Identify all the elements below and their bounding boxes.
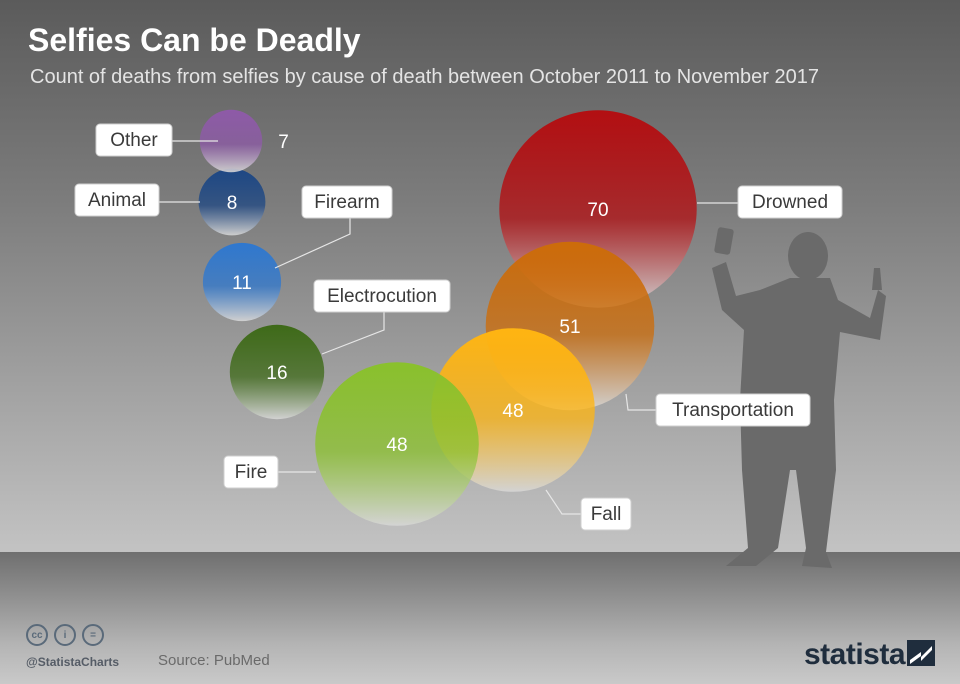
category-label-box-drowned	[737, 185, 843, 219]
social-handle: @StatistaCharts	[26, 655, 120, 669]
value-label-drowned: 70	[587, 200, 608, 221]
category-label-animal: Animal	[88, 190, 146, 211]
bubble-fire	[315, 362, 479, 526]
statista-logo-mark-icon	[907, 640, 935, 666]
value-label-firearm: 11	[232, 273, 252, 294]
statista-logo: statista	[804, 638, 906, 671]
category-label-box-fall	[580, 497, 632, 531]
leader-line-transportation	[625, 393, 656, 411]
bubble-firearm	[202, 242, 282, 322]
value-label-fire: 48	[386, 435, 407, 456]
value-label-electrocution: 16	[266, 363, 287, 384]
category-label-box-other	[95, 123, 173, 157]
value-label-animal: 8	[227, 193, 238, 214]
category-label-box-firearm	[301, 185, 393, 219]
bubble-electrocution	[229, 324, 325, 420]
category-label-drowned: Drowned	[752, 192, 828, 213]
category-label-fire: Fire	[235, 462, 268, 483]
leader-line-fall	[545, 489, 581, 515]
license-icons: cc i =	[26, 624, 104, 646]
source-note: Source: PubMed	[158, 652, 270, 669]
category-label-electrocution: Electrocution	[327, 286, 437, 307]
category-label-transportation: Transportation	[672, 400, 794, 421]
leader-line-firearm	[274, 218, 351, 269]
chart-subtitle: Count of deaths from selfies by cause of…	[30, 66, 819, 88]
bubble-other	[199, 109, 263, 173]
nd-icon: =	[82, 624, 104, 646]
value-label-fall: 48	[502, 401, 523, 422]
floor-background	[0, 552, 960, 684]
category-label-fall: Fall	[591, 504, 622, 525]
bubble-animal	[198, 168, 266, 236]
value-label-other: 7	[278, 132, 289, 153]
value-label-transportation: 51	[559, 317, 580, 338]
category-label-firearm: Firearm	[314, 192, 379, 213]
category-label-box-transportation	[655, 393, 811, 427]
cc-icon: cc	[26, 624, 48, 646]
category-label-box-electrocution	[313, 279, 451, 313]
category-label-box-fire	[223, 455, 279, 489]
by-icon: i	[54, 624, 76, 646]
leader-line-electrocution	[321, 312, 385, 355]
chart-title: Selfies Can be Deadly	[28, 22, 361, 58]
category-label-other: Other	[110, 130, 158, 151]
category-label-box-animal	[74, 183, 160, 217]
